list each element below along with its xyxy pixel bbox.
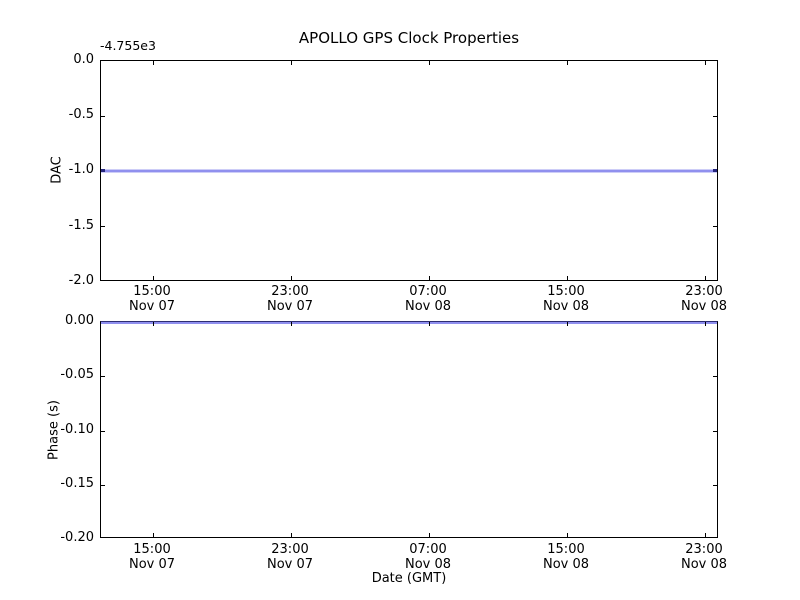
phase-axes — [100, 321, 718, 538]
tick-mark — [101, 116, 105, 117]
figure-title: APOLLO GPS Clock Properties — [298, 29, 520, 47]
y-axis-offset-text: -4.755e3 — [100, 38, 156, 53]
tick-mark — [429, 276, 430, 280]
xtick-time: 23:00 — [685, 284, 723, 299]
xtick-label: 07:00 Nov 08 — [388, 284, 468, 314]
tick-mark — [713, 116, 717, 117]
xtick-date: Nov 07 — [128, 557, 176, 572]
ytick-label: -0.15 — [60, 476, 94, 491]
phase-axis-label: Phase (s) — [46, 400, 62, 460]
xtick-label: 23:00 Nov 07 — [250, 542, 330, 572]
tick-mark — [429, 61, 430, 65]
tick-mark — [101, 431, 105, 432]
tick-mark — [567, 61, 568, 65]
xtick-date: Nov 08 — [680, 557, 728, 572]
ytick-label: 0.00 — [65, 313, 94, 328]
tick-mark — [291, 533, 292, 537]
xtick-label: 15:00 Nov 07 — [112, 284, 192, 314]
tick-mark — [567, 322, 568, 326]
ytick-label: -0.10 — [60, 422, 94, 437]
ytick-label: 0.0 — [73, 52, 94, 67]
tick-mark — [153, 322, 154, 326]
tick-mark — [291, 61, 292, 65]
ytick-label: -0.05 — [60, 367, 94, 382]
xtick-date: Nov 08 — [404, 557, 452, 572]
xtick-label: 23:00 Nov 08 — [664, 542, 744, 572]
tick-mark — [153, 276, 154, 280]
date-axis-label: Date (GMT) — [371, 571, 447, 586]
ytick-label: -1.0 — [68, 162, 94, 177]
tick-mark — [713, 376, 717, 377]
tick-mark — [429, 322, 430, 326]
xtick-label: 15:00 Nov 08 — [526, 284, 606, 314]
tick-mark — [153, 61, 154, 65]
xtick-time: 23:00 — [685, 542, 723, 557]
tick-mark — [291, 322, 292, 326]
tick-mark — [291, 276, 292, 280]
xtick-date: Nov 07 — [266, 557, 314, 572]
tick-mark — [713, 171, 717, 172]
xtick-time: 15:00 — [133, 284, 171, 299]
tick-mark — [101, 485, 105, 486]
tick-mark — [705, 533, 706, 537]
line-endpoint — [713, 168, 717, 172]
tick-mark — [713, 431, 717, 432]
tick-mark — [429, 533, 430, 537]
xtick-label: 15:00 Nov 07 — [112, 542, 192, 572]
tick-mark — [101, 226, 105, 227]
xtick-time: 07:00 — [409, 542, 447, 557]
xtick-date: Nov 08 — [542, 299, 590, 314]
tick-mark — [713, 226, 717, 227]
xtick-label: 15:00 Nov 08 — [526, 542, 606, 572]
phase-series-line — [101, 322, 717, 324]
tick-mark — [101, 171, 105, 172]
tick-mark — [705, 61, 706, 65]
xtick-label: 07:00 Nov 08 — [388, 542, 468, 572]
ytick-label: -0.20 — [60, 530, 94, 545]
xtick-label: 23:00 Nov 08 — [664, 284, 744, 314]
xtick-time: 15:00 — [133, 542, 171, 557]
xtick-date: Nov 08 — [404, 299, 452, 314]
xtick-date: Nov 07 — [266, 299, 314, 314]
xtick-time: 07:00 — [409, 284, 447, 299]
tick-mark — [567, 276, 568, 280]
tick-mark — [153, 533, 154, 537]
xtick-date: Nov 07 — [128, 299, 176, 314]
ytick-label: -0.5 — [68, 107, 94, 122]
tick-mark — [705, 322, 706, 326]
xtick-date: Nov 08 — [542, 557, 590, 572]
tick-mark — [713, 485, 717, 486]
xtick-time: 23:00 — [271, 284, 309, 299]
xtick-time: 15:00 — [547, 284, 585, 299]
xtick-label: 23:00 Nov 07 — [250, 284, 330, 314]
tick-mark — [705, 276, 706, 280]
dac-axis-label: DAC — [49, 156, 65, 184]
dac-axes — [100, 60, 718, 281]
xtick-time: 23:00 — [271, 542, 309, 557]
tick-mark — [101, 376, 105, 377]
xtick-time: 15:00 — [547, 542, 585, 557]
line-endpoint — [101, 168, 105, 172]
ytick-label: -1.5 — [68, 218, 94, 233]
xtick-date: Nov 08 — [680, 299, 728, 314]
ytick-label: -2.0 — [68, 273, 94, 288]
dac-series-line — [101, 168, 717, 172]
tick-mark — [567, 533, 568, 537]
